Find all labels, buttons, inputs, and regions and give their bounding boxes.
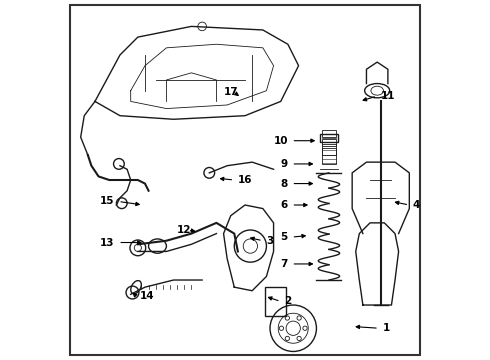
Bar — [265, 287, 286, 316]
Bar — [322, 148, 336, 155]
Text: 13: 13 — [100, 238, 115, 248]
Text: 9: 9 — [281, 159, 288, 169]
Text: 17: 17 — [223, 87, 238, 98]
Text: 14: 14 — [140, 291, 154, 301]
Text: 12: 12 — [177, 225, 192, 235]
Text: 7: 7 — [280, 259, 288, 269]
Text: 15: 15 — [100, 197, 115, 206]
Bar — [322, 130, 336, 137]
Text: 10: 10 — [273, 136, 288, 146]
Text: 2: 2 — [284, 296, 292, 306]
Text: 1: 1 — [383, 323, 390, 333]
Bar — [322, 144, 336, 164]
Text: 16: 16 — [238, 175, 252, 185]
Text: 3: 3 — [267, 236, 274, 246]
Text: 4: 4 — [413, 200, 420, 210]
Text: 11: 11 — [381, 91, 395, 101]
Text: 6: 6 — [281, 200, 288, 210]
Text: 5: 5 — [281, 232, 288, 242]
Bar — [320, 134, 338, 143]
Text: 8: 8 — [281, 179, 288, 189]
Bar — [322, 139, 336, 146]
